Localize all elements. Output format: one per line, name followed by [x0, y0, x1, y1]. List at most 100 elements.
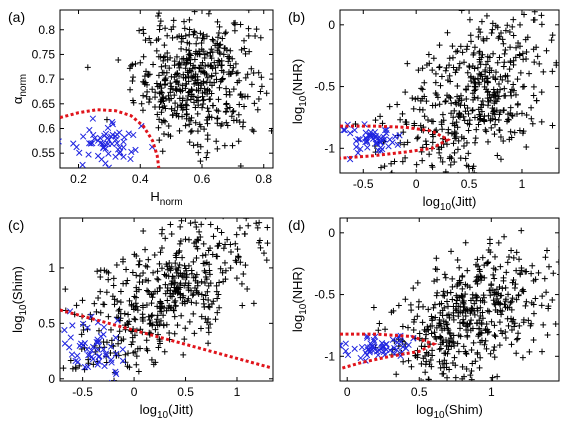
plus-point — [468, 38, 475, 45]
plus-point — [472, 139, 479, 146]
plus-point — [523, 48, 530, 55]
plus-point — [228, 70, 235, 77]
plus-point — [191, 74, 198, 81]
plus-point — [194, 110, 201, 117]
plus-point — [402, 296, 409, 303]
plus-point — [208, 63, 215, 70]
plus-point — [473, 126, 480, 133]
plus-point — [439, 327, 446, 334]
plus-point — [214, 115, 221, 122]
plus-point — [483, 320, 490, 327]
x-point — [77, 340, 85, 347]
plus-point — [499, 76, 506, 83]
plus-point — [218, 229, 225, 236]
plus-point — [451, 149, 458, 156]
x-point — [100, 346, 107, 353]
plus-point — [179, 82, 186, 89]
plus-point — [100, 339, 107, 346]
plus-point — [155, 72, 162, 79]
x-point — [372, 134, 379, 141]
plus-point — [444, 303, 451, 310]
plus-point — [228, 113, 235, 120]
plus-point — [515, 330, 522, 337]
plus-point — [138, 100, 145, 107]
plus-point — [432, 179, 438, 185]
plus-point — [132, 316, 139, 323]
plus-point — [399, 158, 406, 165]
plus-point — [455, 111, 462, 118]
plus-point — [169, 86, 176, 93]
plus-point — [204, 105, 211, 112]
plus-point — [181, 300, 188, 307]
plus-point — [429, 347, 436, 354]
plus-point — [488, 29, 495, 36]
plus-point — [272, 105, 273, 107]
x-point — [382, 341, 389, 348]
plus-point — [232, 240, 239, 247]
plus-point — [538, 21, 545, 28]
plus-point — [143, 337, 150, 344]
plus-point — [90, 361, 97, 368]
plus-point — [186, 121, 193, 128]
plus-point — [192, 219, 199, 226]
plus-point — [471, 311, 478, 318]
plus-point — [160, 312, 167, 319]
plus-point — [463, 365, 470, 372]
plus-point — [235, 138, 242, 145]
plus-point — [145, 99, 152, 106]
plus-point — [162, 105, 169, 112]
plus-point — [232, 60, 239, 67]
plus-point — [439, 360, 446, 367]
plus-point — [110, 275, 117, 282]
plus-point — [453, 48, 460, 55]
plus-point — [530, 337, 537, 344]
plus-point — [490, 74, 497, 81]
plus-point — [110, 282, 117, 289]
plus-point — [191, 10, 198, 15]
plus-point — [226, 88, 233, 95]
plus-point — [485, 112, 492, 119]
x-point — [362, 349, 369, 356]
plus-point — [203, 154, 210, 161]
plus-point — [182, 65, 189, 72]
plus-point — [60, 330, 62, 332]
plus-point — [183, 46, 190, 53]
plus-point — [336, 201, 342, 207]
plus-point — [490, 347, 497, 354]
plus-point — [194, 128, 201, 135]
x-tick-label: 1 — [234, 385, 241, 399]
plus-point — [460, 343, 467, 350]
plus-point — [452, 130, 459, 137]
plus-point — [409, 95, 416, 102]
plus-point — [481, 299, 488, 306]
plus-point — [536, 60, 543, 67]
plus-point — [501, 59, 508, 66]
plus-point — [451, 107, 458, 114]
plus-point — [215, 291, 222, 298]
plus-point — [176, 247, 183, 254]
plus-point — [438, 119, 445, 126]
plus-point — [220, 245, 227, 252]
plus-point — [418, 85, 425, 92]
plus-point — [483, 345, 490, 352]
x-point — [371, 338, 378, 346]
plus-point — [201, 54, 208, 61]
plus-point — [557, 274, 559, 276]
plus-point — [485, 247, 492, 254]
plus-point — [509, 318, 516, 325]
plus-point — [441, 292, 448, 299]
plus-point — [528, 270, 535, 277]
plus-point — [399, 323, 406, 330]
plus-point — [171, 313, 178, 320]
plus-point — [477, 329, 484, 336]
panel-b: -0.5 0 0.5 1 -1 -0.5 0 (b) log10(Jitt) log10(NHR) — [288, 9, 560, 213]
plus-point — [508, 86, 515, 93]
plus-point — [263, 90, 270, 97]
plus-point — [510, 32, 517, 39]
data-layer — [340, 227, 559, 381]
plus-point — [168, 105, 175, 112]
plus-point — [145, 313, 152, 320]
plus-point — [413, 161, 420, 168]
plus-point — [462, 291, 469, 298]
plus-point — [150, 61, 157, 68]
